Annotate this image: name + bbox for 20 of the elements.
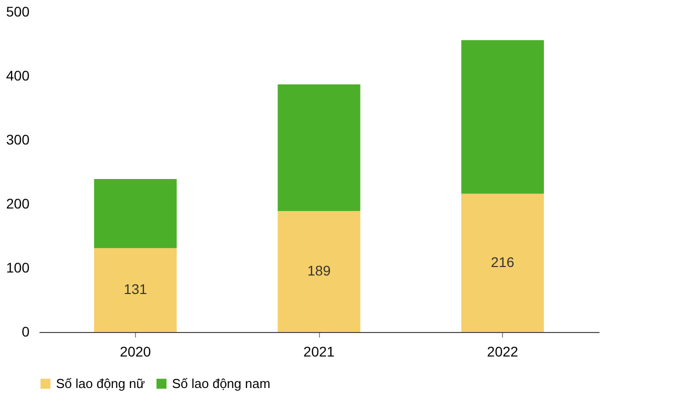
y-tick-label: 500 <box>6 4 30 20</box>
data-label: 189 <box>307 262 331 279</box>
y-tick-label: 300 <box>6 132 30 148</box>
bar <box>278 84 360 212</box>
bar <box>461 40 544 194</box>
y-tick-label: 200 <box>6 196 30 212</box>
bar <box>461 194 544 332</box>
data-label: 131 <box>124 281 148 298</box>
bar <box>94 179 177 248</box>
legend-label: Số lao động nam <box>172 376 270 391</box>
y-tick-label: 0 <box>22 324 30 340</box>
x-tick-label: 2022 <box>487 344 518 360</box>
legend-label: Số lao động nữ <box>56 376 146 391</box>
y-tick-label: 400 <box>6 68 30 84</box>
x-tick-label: 2020 <box>120 344 152 360</box>
x-tick-label: 2021 <box>303 344 335 360</box>
data-label: 216 <box>490 254 514 270</box>
bar <box>278 211 360 332</box>
y-tick-label: 100 <box>6 260 30 276</box>
bar <box>94 248 177 332</box>
